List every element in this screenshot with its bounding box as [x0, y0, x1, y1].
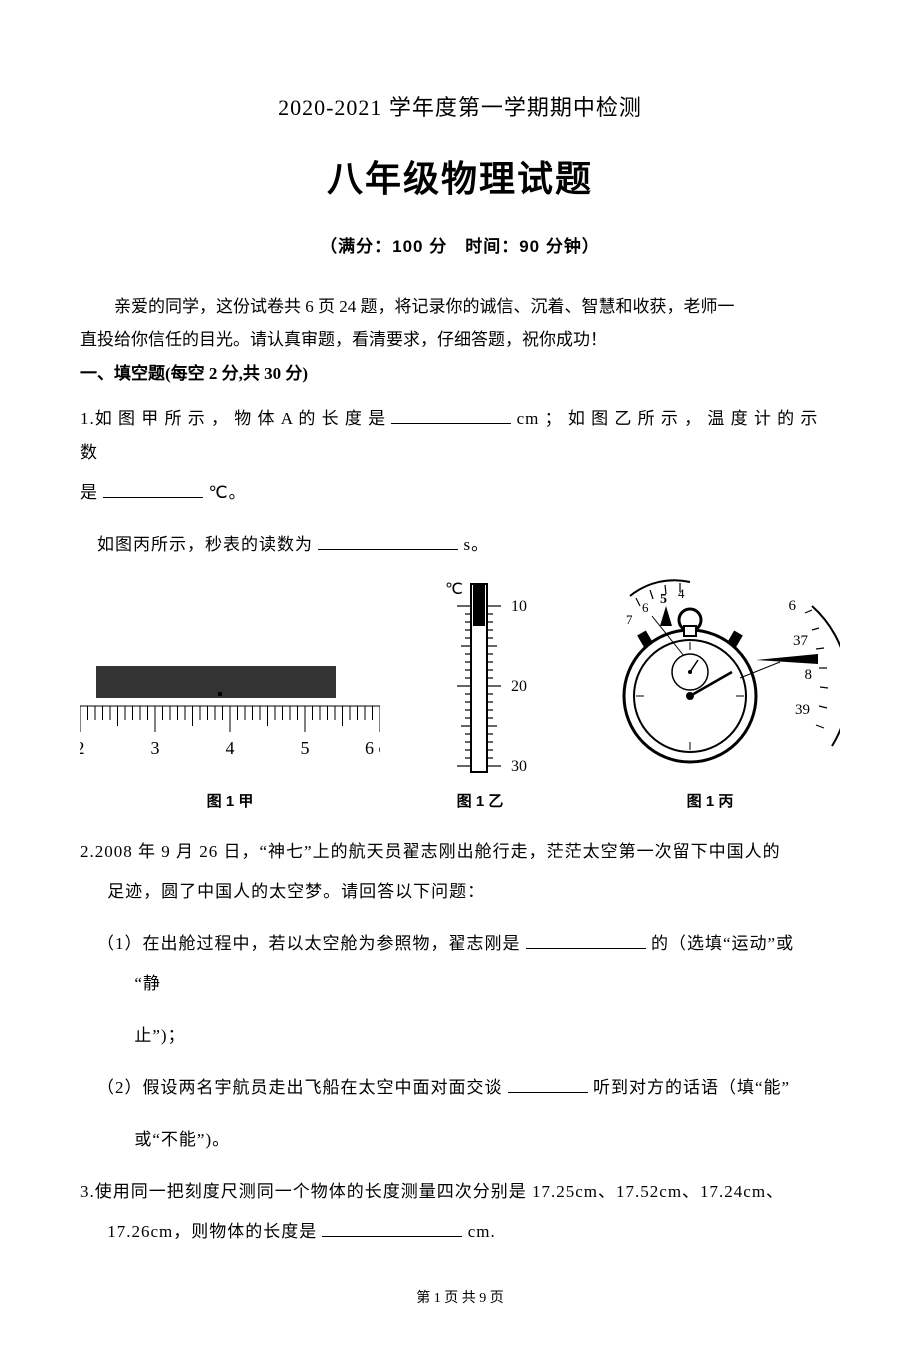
blank-q2-1[interactable]: [526, 948, 646, 949]
ruler-label-4: 4: [226, 738, 235, 758]
q2-p2-a-post: 听到对方的话语（填“能”: [593, 1078, 790, 1097]
small-zoom-pointer: [660, 606, 672, 626]
thermo-liquid: [473, 584, 485, 626]
figure-1-yi-caption: 图 1 乙: [457, 790, 504, 811]
exam-main-title: 八年级物理试题: [80, 150, 840, 202]
question-2-stem-a: 2.2008 年 9 月 26 日，“神七”上的航天员翟志刚出舱行走，茫茫太空第…: [80, 835, 840, 869]
q3-line-b-pre: 17.26cm，则物体的长度是: [107, 1222, 317, 1241]
question-2-1-b: “静: [80, 967, 840, 1001]
thermo-tick-10: 10: [511, 598, 527, 615]
figure-1-bing: 4 5 6 7 6 3: [580, 576, 840, 811]
ruler-svg: 2 3 4 5 6 cm: [80, 606, 380, 776]
thermo-tick-20: 20: [511, 678, 527, 695]
thermo-ticks: [457, 606, 501, 766]
figure-1-yi: ℃: [415, 576, 545, 811]
question-2-2-a: （2）假设两名宇航员走出飞船在太空中面对面交谈 听到对方的话语（填“能”: [80, 1071, 840, 1105]
intro-line-a: 亲爱的同学，这份试卷共 6 页 24 题，将记录你的诚信、沉着、智慧和收获，老师…: [80, 293, 840, 322]
question-2-stem-b: 足迹，圆了中国人的太空梦。请回答以下问题：: [80, 875, 840, 909]
small-zoom-6: 6: [642, 600, 649, 615]
small-zoom-4: 4: [678, 586, 685, 601]
question-3-a: 3.使用同一把刻度尺测同一个物体的长度测量四次分别是 17.25cm、17.52…: [80, 1175, 840, 1209]
thermo-tick-30: 30: [511, 758, 527, 775]
big-zoom-39: 39: [795, 702, 810, 718]
q2-p1-a-pre: （1）在出舱过程中，若以太空舱为参照物，翟志刚是: [97, 934, 521, 953]
blank-q1-temp[interactable]: [103, 497, 203, 498]
question-2-1-a: （1）在出舱过程中，若以太空舱为参照物，翟志刚是 的（选填“运动”或: [80, 927, 840, 961]
question-1-b: 是 ℃。: [80, 476, 840, 510]
question-1: 1.如 图 甲 所 示 ， 物 体 A 的 长 度 是 cm ； 如 图 乙 所…: [80, 402, 840, 470]
figure-1-jia-caption: 图 1 甲: [207, 790, 254, 811]
big-zoom-6: 6: [789, 598, 797, 614]
blank-q2-2[interactable]: [508, 1092, 588, 1093]
thermometer-svg: ℃: [415, 576, 545, 776]
ruler-label-5: 5: [301, 738, 310, 758]
q3-line-b-post: cm.: [468, 1222, 496, 1241]
page-footer: 第 1 页 共 9 页: [80, 1287, 840, 1307]
question-3-b: 17.26cm，则物体的长度是 cm.: [80, 1215, 840, 1249]
stopwatch-svg: 4 5 6 7 6 3: [580, 576, 840, 776]
exam-meta: （满分：100 分 时间：90 分钟）: [80, 232, 840, 257]
question-2-2-b: 或“不能”)。: [80, 1123, 840, 1157]
section-1-title: 一、填空题(每空 2 分,共 30 分): [80, 359, 840, 384]
exam-header-line: 2020-2021 学年度第一学期期中检测: [80, 90, 840, 122]
q1-line-c-pre: 如图丙所示，秒表的读数为: [97, 535, 313, 554]
q1-line-b-pre: 是: [80, 483, 98, 502]
big-zoom-pointer: [756, 654, 818, 664]
intro-line-b: 直投给你信任的目光。请认真审题，看清要求，仔细答题，祝你成功！: [80, 326, 840, 355]
q1-line-c-post: s。: [464, 535, 490, 554]
ruler-label-2: 2: [80, 738, 85, 758]
small-zoom-5: 5: [660, 592, 667, 607]
ruler-label-3: 3: [151, 738, 160, 758]
ruler-ticks: [80, 706, 380, 732]
q1-line-a-pre: 1.如 图 甲 所 示 ， 物 体 A 的 长 度 是: [80, 409, 391, 428]
stopwatch-crown: [684, 626, 696, 636]
blank-q1-length[interactable]: [391, 423, 511, 424]
blank-q3[interactable]: [322, 1236, 462, 1237]
question-2-1-c: 止”)；: [80, 1019, 840, 1053]
object-a-marker: [218, 692, 222, 696]
exam-page: 2020-2021 学年度第一学期期中检测 八年级物理试题 （满分：100 分 …: [0, 0, 920, 1347]
figure-1-bing-caption: 图 1 丙: [687, 790, 734, 811]
small-zoom-7: 7: [626, 612, 633, 627]
question-1-c: 如图丙所示，秒表的读数为 s。: [80, 528, 840, 562]
figure-1-jia: 2 3 4 5 6 cm 图 1 甲: [80, 606, 380, 811]
q2-p2-a-pre: （2）假设两名宇航员走出飞船在太空中面对面交谈: [97, 1078, 503, 1097]
big-zoom-37: 37: [793, 633, 809, 649]
big-zoom-8: 8: [805, 667, 813, 683]
ruler-label-6cm: 6 cm: [365, 738, 380, 758]
object-a-rect: [96, 666, 336, 698]
q1-line-b-post: ℃。: [209, 483, 247, 502]
blank-q1-stopwatch[interactable]: [318, 549, 458, 550]
figures-row: 2 3 4 5 6 cm 图 1 甲 ℃: [80, 576, 840, 811]
q2-p1-a-post: 的（选填“运动”或: [651, 934, 794, 953]
thermo-unit: ℃: [445, 581, 463, 598]
